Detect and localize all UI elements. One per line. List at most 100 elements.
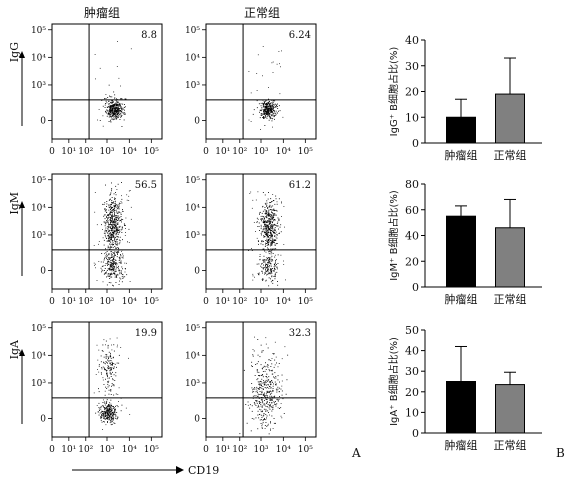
event-dot [106, 226, 108, 228]
event-dot [267, 235, 269, 237]
event-dot [114, 273, 116, 274]
event-dot [277, 386, 279, 388]
event-dot [274, 254, 276, 256]
event-dot [114, 198, 115, 200]
event-dot [259, 386, 260, 388]
event-dot [111, 119, 113, 120]
event-dot [258, 375, 259, 376]
event-dot [119, 108, 121, 109]
event-dot [265, 109, 267, 111]
event-dot [269, 381, 271, 383]
event-dot [269, 385, 271, 387]
event-dot [113, 209, 115, 210]
event-dot [113, 264, 114, 266]
event-dot [115, 241, 116, 243]
event-dot [111, 100, 113, 102]
event-dot [267, 229, 269, 231]
event-dot [268, 231, 270, 233]
event-dot [262, 410, 263, 412]
event-dot [268, 228, 270, 230]
event-dot [273, 110, 275, 111]
event-dot [120, 214, 122, 215]
event-dot [115, 236, 117, 238]
gate-percentage: 8.8 [141, 30, 157, 41]
event-dot [262, 221, 264, 223]
event-dot [268, 211, 270, 213]
event-dot [264, 229, 266, 231]
event-dot [274, 239, 276, 241]
event-dot [105, 111, 107, 113]
event-dot [257, 381, 259, 383]
event-dot [259, 258, 261, 260]
event-dot [265, 109, 267, 111]
event-dot [267, 224, 269, 226]
event-dot [261, 266, 263, 268]
event-dots [93, 182, 132, 287]
event-dot [109, 414, 111, 415]
event-dot [265, 224, 267, 226]
event-dot [115, 111, 117, 112]
event-dot [262, 215, 263, 217]
event-dot [248, 250, 249, 251]
event-dot [114, 237, 116, 239]
event-dot [122, 103, 124, 105]
event-dot [266, 234, 267, 235]
event-dot [125, 225, 126, 226]
event-dot [251, 405, 253, 407]
event-dot [109, 275, 111, 277]
event-dot [117, 99, 118, 101]
event-dot [107, 406, 109, 407]
event-dot [111, 266, 112, 268]
event-dot [117, 222, 119, 224]
event-dot [104, 256, 106, 258]
event-dot [260, 405, 262, 407]
event-dot [109, 406, 111, 408]
x-tick-label: 10⁵ [298, 147, 313, 157]
event-dot [256, 237, 258, 239]
event-dot [102, 105, 104, 107]
event-dot [272, 216, 274, 218]
event-dot [271, 214, 272, 216]
event-dot [108, 408, 110, 410]
event-dot [113, 262, 114, 264]
event-dot [265, 226, 267, 228]
event-dot [114, 106, 116, 108]
event-dot [270, 198, 272, 200]
event-dot [270, 387, 272, 389]
event-dot [260, 383, 261, 385]
event-dot [270, 227, 272, 229]
event-dot [101, 253, 103, 254]
y-tick-label: 10³ [31, 231, 46, 241]
event-dot [116, 252, 117, 254]
event-dot [268, 213, 270, 215]
event-dot [117, 104, 118, 106]
event-dot [270, 271, 272, 273]
event-dot [265, 111, 267, 113]
event-dot [252, 398, 254, 399]
event-dot [266, 235, 268, 237]
event-dot [117, 227, 119, 229]
event-dot [94, 54, 96, 55]
event-dot [274, 229, 276, 231]
event-dot [268, 228, 270, 230]
event-dot [113, 204, 115, 206]
event-dot [113, 269, 115, 270]
event-dot [270, 109, 272, 111]
event-dot [270, 206, 272, 208]
event-dot [269, 215, 271, 217]
y-tick-label: 10 [405, 111, 419, 124]
event-dot [117, 105, 118, 107]
event-dot [104, 208, 106, 209]
event-dot [271, 272, 273, 274]
event-dot [259, 419, 261, 421]
event-dot [259, 388, 260, 390]
event-dot [266, 376, 267, 377]
event-dot [115, 233, 117, 235]
event-dot [261, 270, 263, 272]
event-dot [254, 403, 256, 405]
event-dot [113, 107, 115, 109]
event-dot [109, 408, 110, 409]
event-dot [105, 424, 107, 426]
event-dot [115, 267, 117, 269]
event-dot [102, 270, 104, 272]
